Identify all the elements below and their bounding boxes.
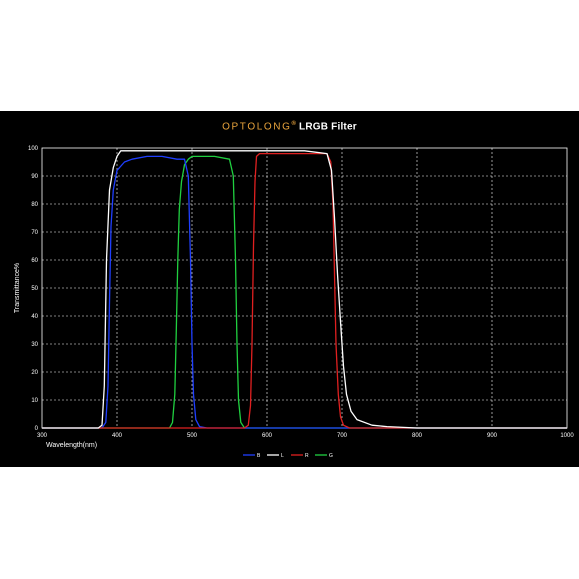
- series-line-L: [42, 150, 567, 429]
- x-tick-label: 1000: [560, 433, 574, 439]
- chart-title-text: LRGB Filter: [296, 121, 357, 133]
- series-layer: [42, 150, 567, 429]
- series-line-B: [42, 155, 567, 429]
- plot-area: [41, 147, 568, 429]
- legend-label-G: G: [329, 453, 333, 459]
- x-tick-label: 800: [412, 433, 423, 439]
- x-tick-label: 900: [487, 433, 498, 439]
- y-axis-label: Transmittance%: [14, 263, 21, 313]
- legend-label-B: B: [257, 453, 261, 459]
- y-tick-label: 60: [31, 258, 38, 264]
- y-tick-label: 100: [28, 146, 39, 152]
- x-tick-label: 700: [337, 433, 348, 439]
- registered-mark: ®: [291, 121, 297, 127]
- y-tick-label: 40: [31, 314, 38, 320]
- plot-frame: [41, 147, 568, 429]
- x-tick-label: 300: [37, 433, 48, 439]
- chart-title-brand: OPTOLONG: [222, 121, 292, 133]
- y-tick-labels: 0 10 20 30 40 50 60 70 80 90 100: [28, 146, 39, 432]
- x-tick-label: 600: [262, 433, 273, 439]
- chart-panel: OPTOLONG® LRGB Filter 300 400 500 600 700 800…: [0, 111, 579, 467]
- x-tick-label: 400: [112, 433, 123, 439]
- chart-title: OPTOLONG® LRGB Filter: [0, 121, 579, 132]
- transmittance-chart: 300 400 500 600 700 800 900 1000 0 10 20 30 40 50 60 7…: [14, 146, 574, 459]
- y-tick-label: 30: [31, 342, 38, 348]
- legend-label-L: L: [281, 453, 284, 459]
- x-tick-labels: 300 400 500 600 700 800 900 1000: [37, 433, 574, 439]
- legend-label-R: R: [305, 453, 309, 459]
- grid-lines: [42, 148, 567, 428]
- y-tick-label: 70: [31, 230, 38, 236]
- x-tick-label: 500: [187, 433, 198, 439]
- y-tick-label: 90: [31, 174, 38, 180]
- y-tick-label: 50: [31, 286, 38, 292]
- x-axis-label: Wavelength(nm): [46, 442, 97, 449]
- y-tick-label: 20: [31, 370, 38, 376]
- series-line-G: [42, 155, 567, 429]
- y-tick-label: 80: [31, 202, 38, 208]
- series-line-R: [42, 152, 567, 429]
- y-tick-label: 10: [31, 398, 38, 404]
- y-tick-label: 0: [35, 426, 39, 432]
